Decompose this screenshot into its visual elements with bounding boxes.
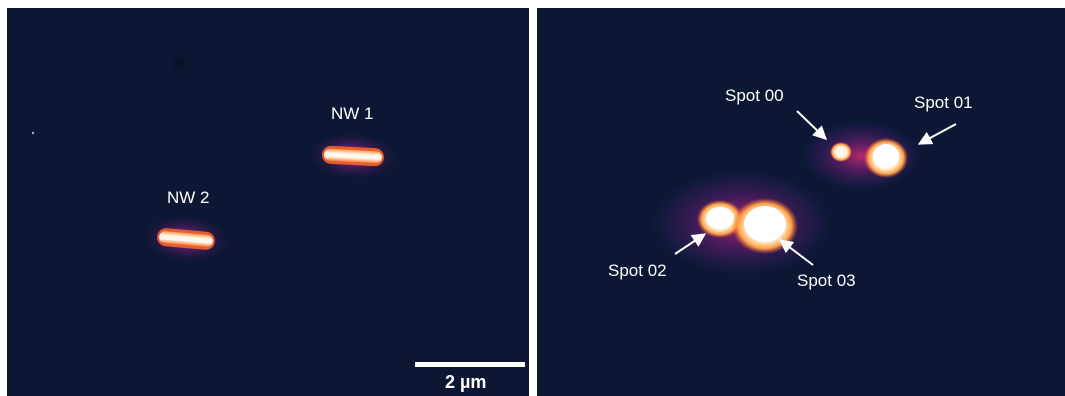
- nanowire-image-panel: NW 1 NW 2 2 µm: [7, 8, 529, 396]
- dust-speck: [173, 57, 185, 69]
- label-spot-01: Spot 01: [914, 93, 973, 112]
- arrow-spot-01: [917, 123, 957, 145]
- spot-01-emission: [864, 138, 908, 178]
- label-spot-00: Spot 00: [725, 86, 784, 105]
- label-spot-03: Spot 03: [797, 271, 856, 290]
- arrow-spot-02: [674, 233, 707, 255]
- scale-bar: [415, 362, 525, 367]
- spots-image-panel: Spot 00 Spot 01 Spot 02 Spot 03: [537, 8, 1065, 396]
- spot-02-emission: [697, 200, 743, 238]
- arrow-spot-00: [796, 110, 828, 140]
- nanowire-1-emission: [303, 129, 403, 183]
- noise-dot: [31, 131, 35, 135]
- label-nw-1: NW 1: [331, 104, 374, 123]
- spots-emission-image: [642, 110, 957, 281]
- label-nw-2: NW 2: [167, 188, 210, 207]
- arrow-spot-03: [778, 239, 814, 266]
- scale-bar-label: 2 µm: [445, 372, 487, 392]
- label-spot-02: Spot 02: [608, 261, 667, 280]
- spot-00-emission: [830, 142, 852, 162]
- nanowire-emission-image: [31, 57, 403, 266]
- nanowire-2-emission: [138, 212, 234, 266]
